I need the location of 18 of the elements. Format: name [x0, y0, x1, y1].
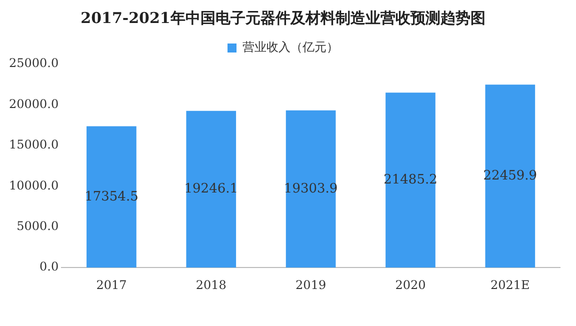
y-tick-label: 20000.0: [9, 96, 59, 111]
bar: [86, 126, 136, 268]
y-tick-label: 15000.0: [9, 138, 59, 152]
legend-label: 营业收入（亿元）: [242, 40, 338, 54]
bar: [485, 84, 536, 268]
y-tick-label: 25000.0: [9, 56, 59, 70]
y-tick-label: 0.0: [40, 260, 59, 274]
x-tick-label: 2018: [196, 278, 226, 292]
x-tick-label: 2020: [395, 278, 426, 292]
bar: [186, 110, 236, 268]
x-tick-label: 2019: [296, 278, 326, 292]
x-tick-label: 2017: [96, 278, 127, 292]
bar: [286, 110, 336, 268]
chart-title: 2017-2021年中国电子元器件及材料制造业营收预测趋势图: [80, 8, 486, 27]
x-tick-label: 2021E: [490, 278, 530, 292]
y-tick-label: 5000.0: [16, 219, 59, 234]
y-tick-label: 10000.0: [9, 178, 59, 192]
bar: [386, 92, 436, 268]
